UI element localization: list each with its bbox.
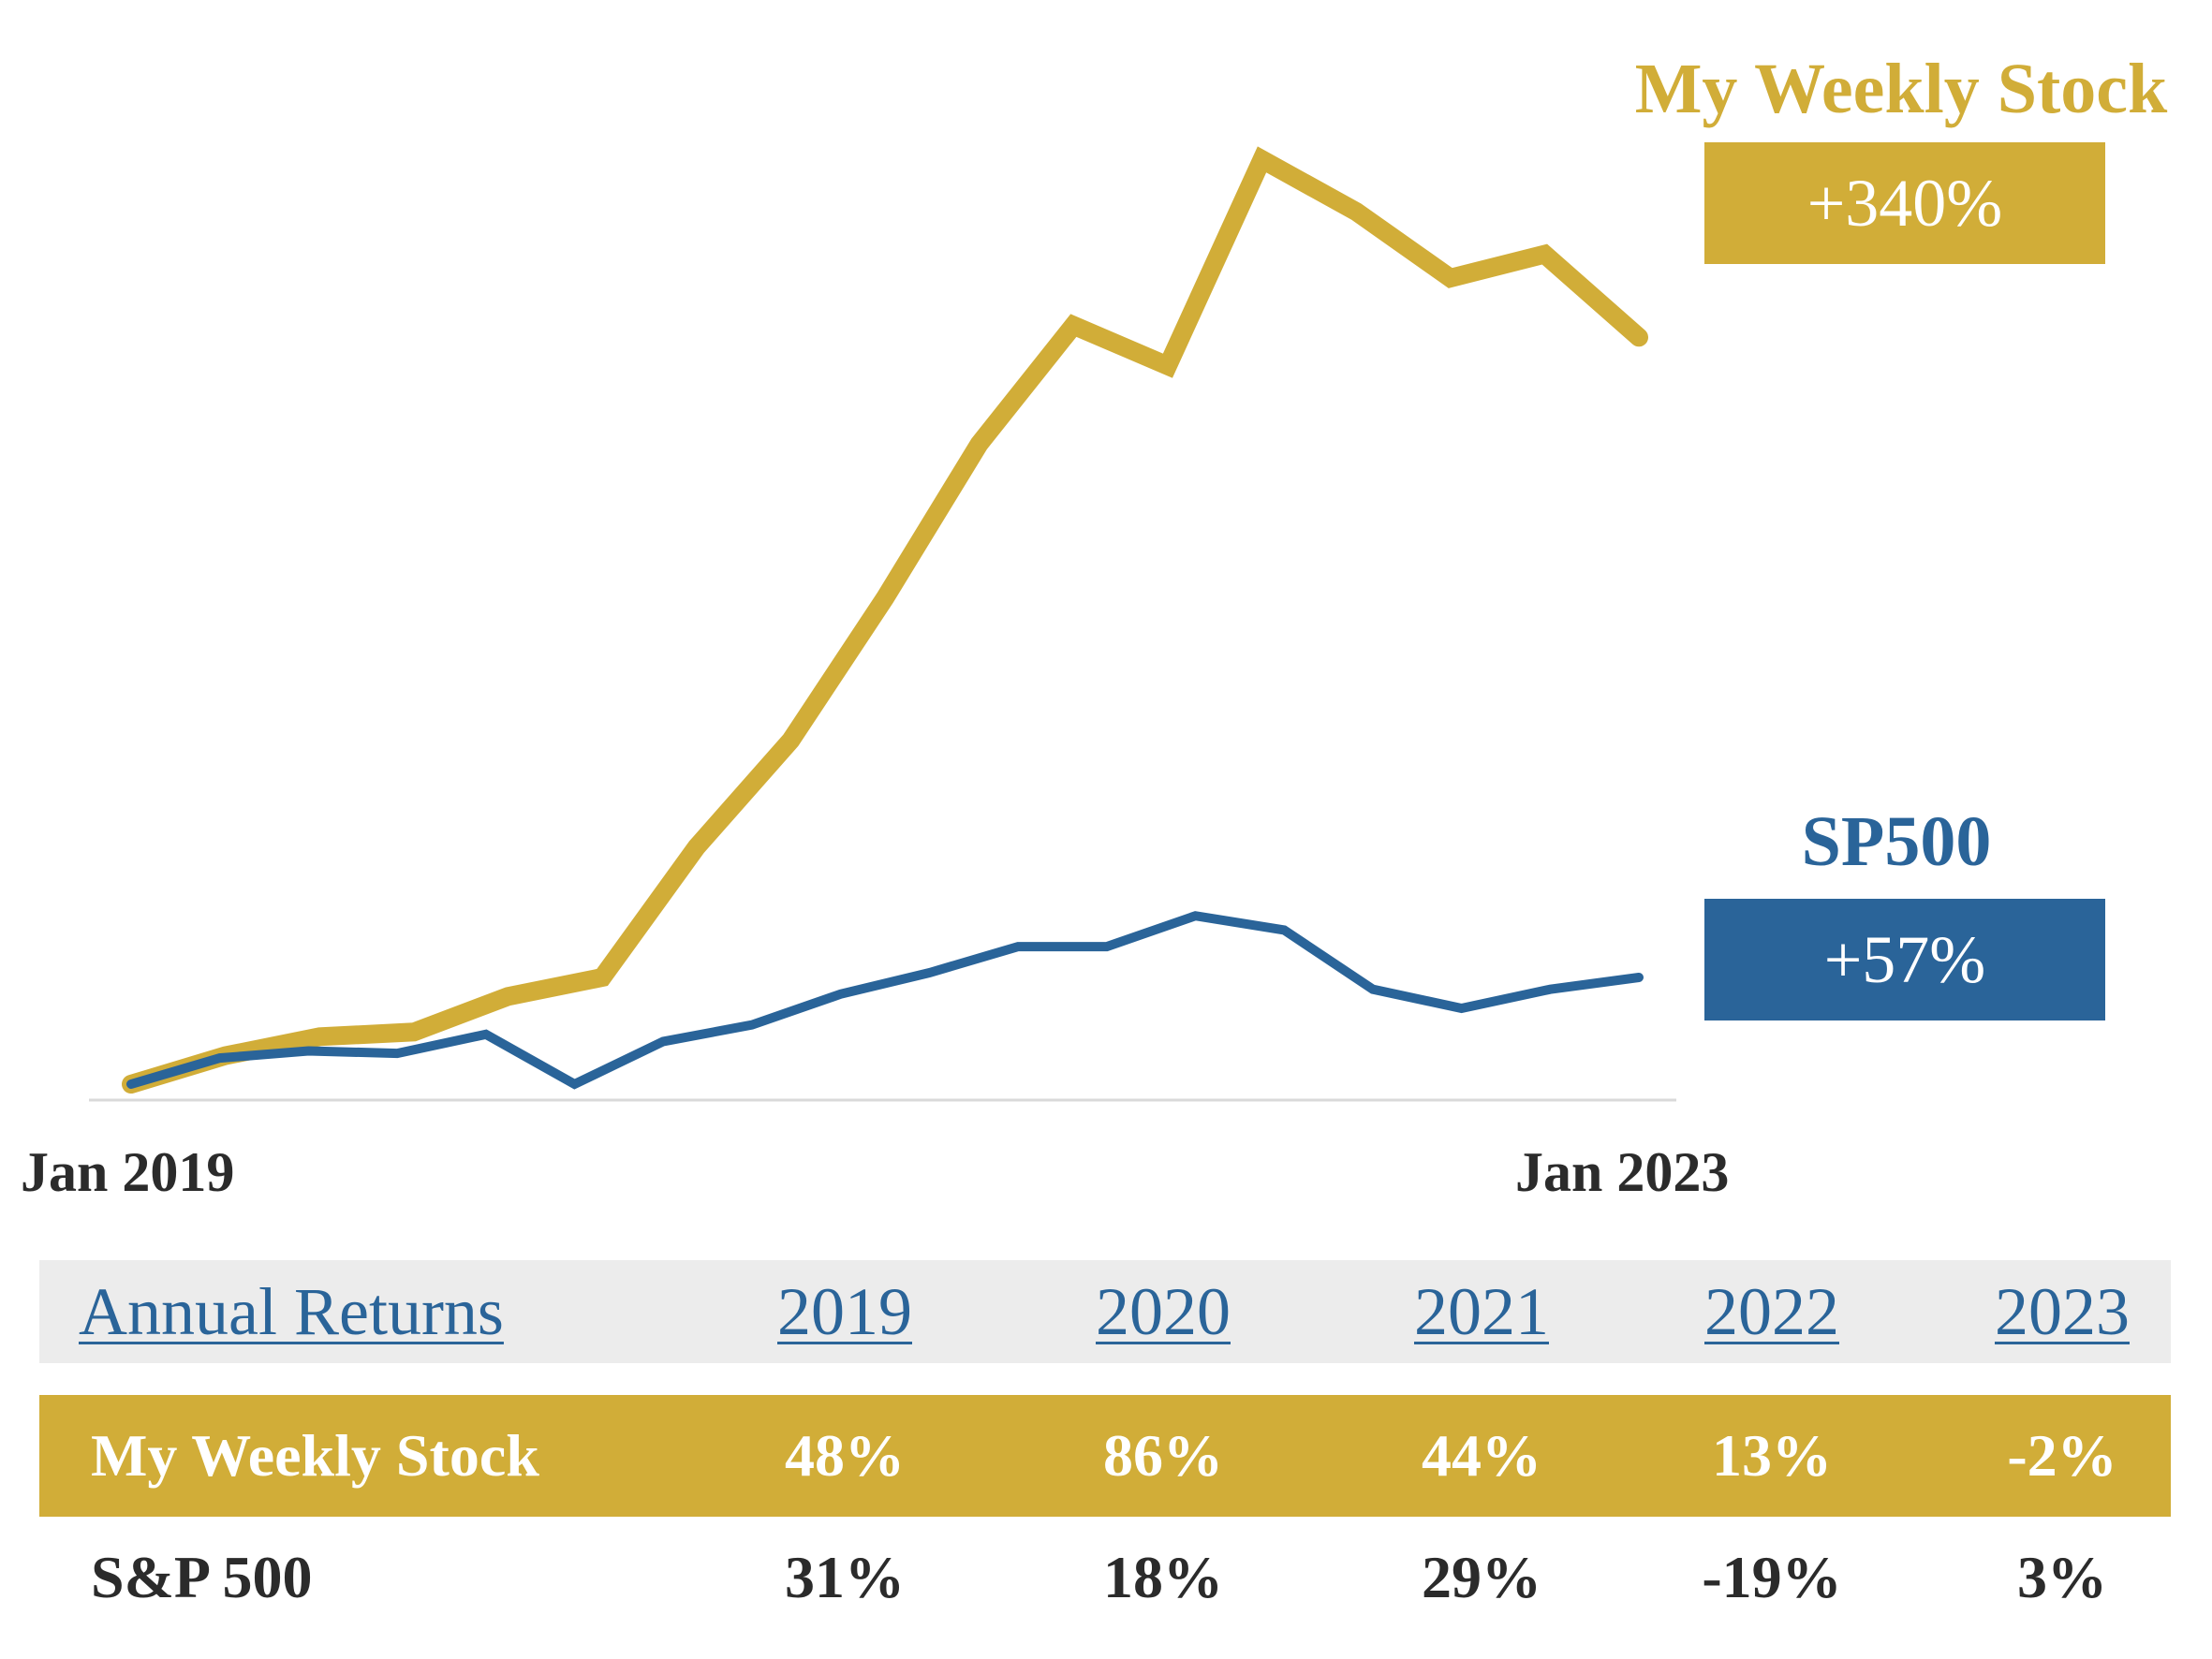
table-cell: 18%	[1103, 1544, 1223, 1610]
row-label: S&P 500	[91, 1544, 313, 1610]
table-cell: 31%	[785, 1544, 905, 1610]
header-year-2021[interactable]: 2021	[1414, 1273, 1549, 1349]
header-year-2022[interactable]: 2022	[1704, 1273, 1839, 1349]
x-axis-end-label: Jan 2023	[1515, 1141, 1730, 1203]
performance-chart	[89, 146, 1676, 1102]
table-row-sp500: S&P 500 31% 18% 29% -19% 3%	[39, 1517, 2171, 1638]
table-row-my-weekly-stock: My Weekly Stock 48% 86% 44% 13% -2%	[39, 1395, 2171, 1517]
table-cell: 29%	[1422, 1544, 1541, 1610]
stock-series-label: My Weekly Stock	[1634, 50, 2168, 128]
stock-total-return-box: +340%	[1704, 142, 2105, 264]
table-header-row: Annual Returns 2019 2020 2021 2022 2023	[39, 1260, 2171, 1363]
table-cell: 86%	[1103, 1422, 1223, 1489]
stock-series-line	[122, 146, 1648, 1094]
x-axis-start-label: Jan 2019	[21, 1141, 235, 1203]
header-year-2023[interactable]: 2023	[1995, 1273, 2130, 1349]
header-annual-returns[interactable]: Annual Returns	[79, 1273, 504, 1349]
table-cell: -19%	[1702, 1544, 1842, 1610]
sp500-series-label: SP500	[1801, 802, 1992, 881]
sp500-total-return-box: +57%	[1704, 899, 2105, 1020]
table-cell: 13%	[1712, 1422, 1832, 1489]
table-cell: -2%	[2007, 1422, 2117, 1489]
table-cell: 3%	[2017, 1544, 2107, 1610]
header-year-2020[interactable]: 2020	[1096, 1273, 1231, 1349]
header-year-2019[interactable]: 2019	[777, 1273, 912, 1349]
table-cell: 48%	[785, 1422, 905, 1489]
sp500-series-line	[126, 911, 1644, 1090]
row-label: My Weekly Stock	[91, 1422, 539, 1489]
table-cell: 44%	[1422, 1422, 1541, 1489]
